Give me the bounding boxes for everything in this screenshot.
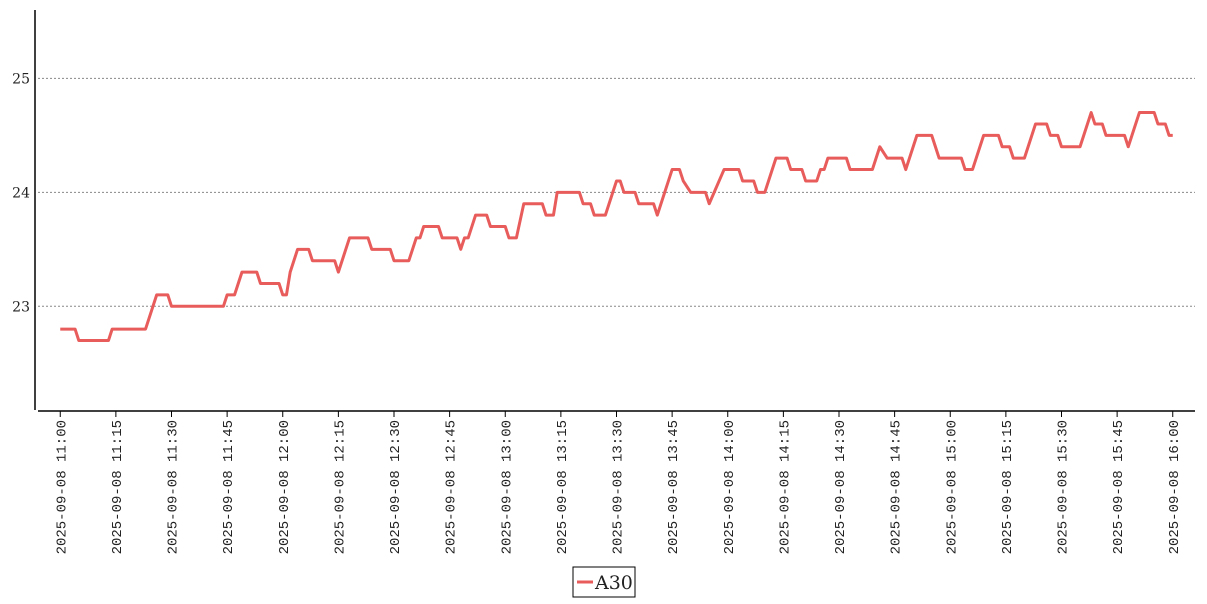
- x-tick-label: 2025-09-08 11:15: [110, 420, 126, 554]
- x-tick-label: 2025-09-08 14:00: [722, 420, 738, 554]
- x-tick-label: 2025-09-08 14:15: [777, 420, 793, 554]
- x-tick-label: 2025-09-08 11:45: [221, 420, 237, 554]
- x-tick-label: 2025-09-08 13:15: [555, 420, 571, 554]
- x-tick-label: 2025-09-08 15:15: [1000, 420, 1016, 554]
- x-tick-label: 2025-09-08 12:15: [332, 420, 348, 554]
- x-tick-label: 2025-09-08 11:00: [54, 420, 70, 554]
- x-tick-label: 2025-09-08 12:00: [277, 420, 293, 554]
- x-tick-label: 2025-09-08 15:30: [1056, 420, 1072, 554]
- x-tick-label: 2025-09-08 13:45: [666, 420, 682, 554]
- x-tick-label: 2025-09-08 12:45: [444, 420, 460, 554]
- x-tick-label: 2025-09-08 15:00: [944, 420, 960, 554]
- y-tick-label: 24: [12, 185, 30, 201]
- y-tick-label: 23: [12, 299, 30, 315]
- x-tick-label: 2025-09-08 12:30: [388, 420, 404, 554]
- legend: A30: [572, 566, 636, 598]
- x-tick-label: 2025-09-08 14:45: [889, 420, 905, 554]
- x-tick-label: 2025-09-08 14:30: [833, 420, 849, 554]
- legend-label: A30: [594, 572, 633, 594]
- data-line: [60, 111, 1173, 342]
- x-tick-label: 2025-09-08 11:30: [166, 420, 182, 554]
- y-tick-label: 25: [12, 71, 30, 87]
- x-tick-label: 2025-09-08 13:00: [499, 420, 515, 554]
- x-tick-label: 2025-09-08 15:45: [1111, 420, 1127, 554]
- x-tick-label: 2025-09-08 13:30: [611, 420, 627, 554]
- x-tick-label: 2025-09-08 16:00: [1167, 420, 1183, 554]
